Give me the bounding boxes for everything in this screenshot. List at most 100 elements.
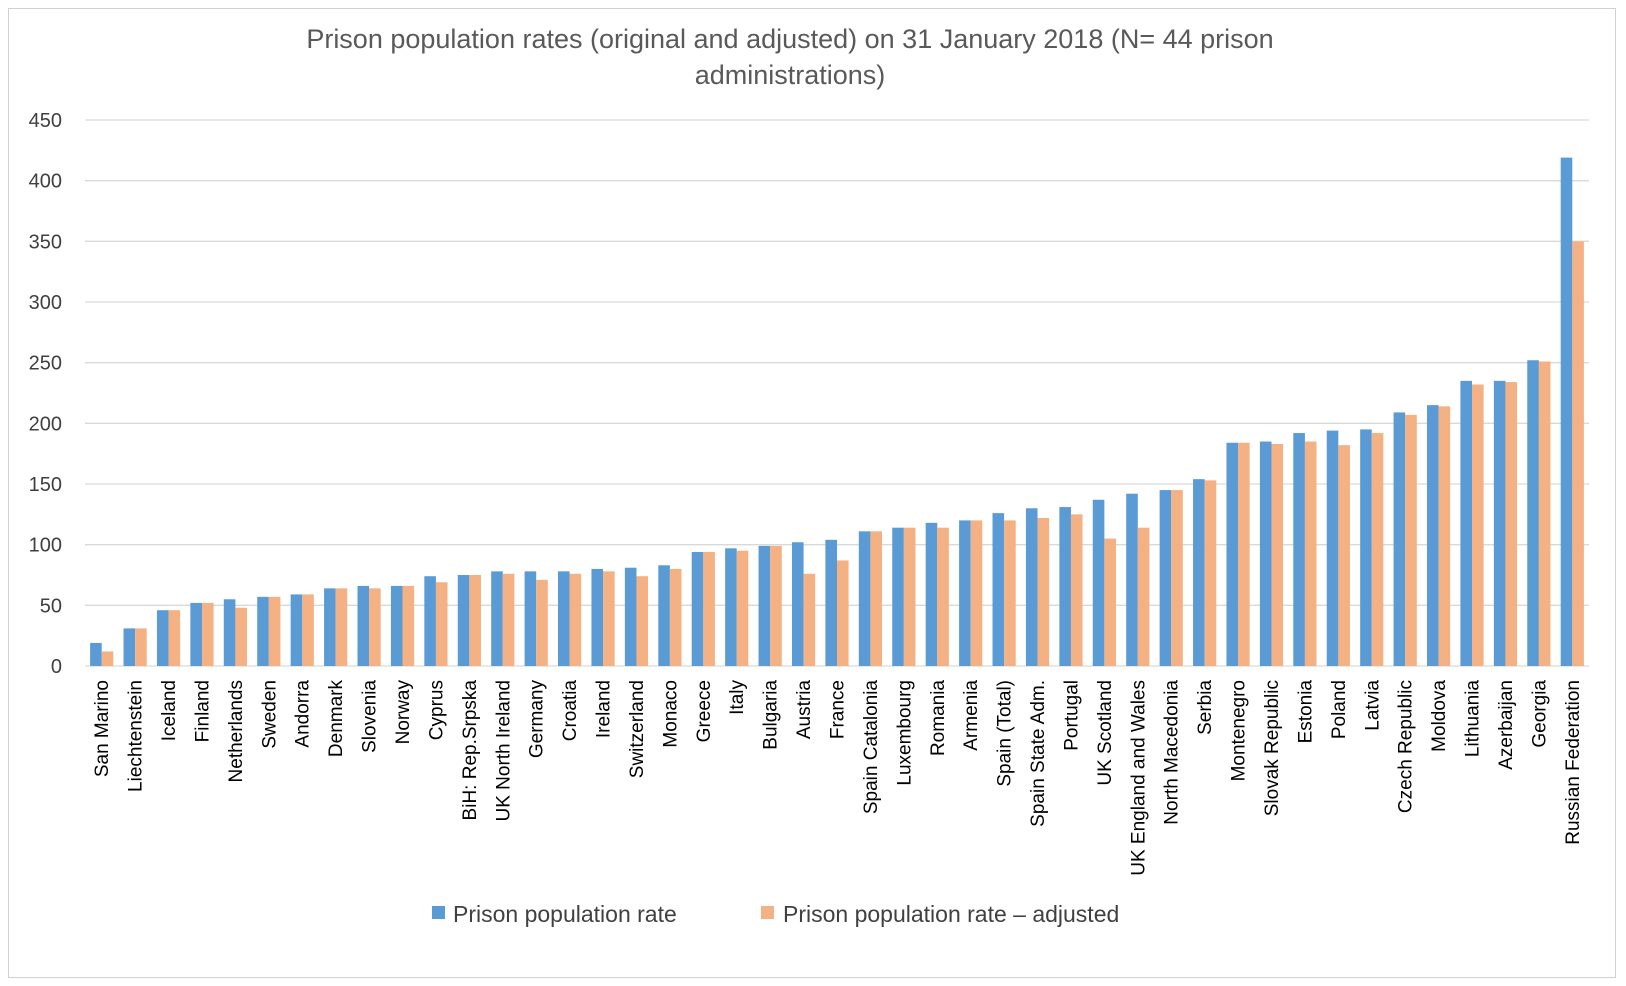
x-category-label-26: Armenia (961, 680, 982, 751)
x-category-label-41: Lithuania (1463, 680, 1484, 758)
x-category-label-15: Ireland (594, 680, 615, 738)
bar-rate-22 (825, 539, 837, 666)
chart-title-line-2: administrations) (695, 60, 886, 90)
x-category-label-4: Netherlands (226, 680, 247, 782)
x-category-label-0: San Marino (92, 680, 113, 777)
bar-rate-40 (1427, 405, 1439, 666)
x-category-label-32: North Macedonia (1162, 680, 1183, 825)
bar-rate-15 (591, 568, 604, 666)
chart-frame: Prison population rates (original and ad… (8, 8, 1616, 978)
bar-rate-11 (457, 575, 470, 666)
bar-adjusted-32 (1171, 490, 1183, 666)
bar-adjusted-33 (1204, 480, 1217, 666)
y-tick-label-200: 200 (29, 413, 62, 435)
bar-adjusted-29 (1070, 514, 1083, 666)
bar-adjusted-27 (1004, 520, 1016, 666)
bar-adjusted-6 (302, 594, 314, 666)
bar-rate-13 (524, 571, 537, 666)
x-category-label-36: Estonia (1295, 680, 1316, 744)
x-category-label-27: Spain (Total) (995, 680, 1016, 787)
bar-adjusted-38 (1371, 433, 1384, 666)
bar-rate-27 (992, 513, 1005, 666)
bar-adjusted-16 (636, 576, 649, 666)
x-category-label-29: Portugal (1061, 680, 1082, 751)
y-tick-label-250: 250 (29, 353, 62, 375)
bar-adjusted-25 (937, 527, 949, 666)
bar-adjusted-8 (369, 588, 381, 666)
bar-rate-37 (1326, 430, 1339, 666)
y-tick-label-150: 150 (29, 474, 62, 496)
y-tick-label-0: 0 (51, 656, 62, 678)
x-category-label-12: UK North Ireland (493, 680, 514, 822)
y-tick-label-450: 450 (29, 110, 62, 132)
legend-swatch-prison-population-rate (432, 906, 445, 919)
bar-rate-44 (1560, 157, 1573, 666)
legend-swatch-prison-population-rate-adjusted (761, 906, 774, 919)
bar-rate-18 (691, 551, 704, 666)
bar-rate-26 (959, 520, 971, 666)
bar-rate-12 (491, 571, 503, 666)
bar-adjusted-41 (1472, 384, 1484, 666)
bar-rate-21 (791, 542, 804, 666)
bar-rate-4 (223, 599, 236, 666)
bar-adjusted-30 (1104, 538, 1116, 666)
bar-rate-20 (758, 545, 771, 666)
bar-adjusted-13 (536, 579, 548, 666)
bar-adjusted-11 (469, 575, 481, 666)
bar-rate-6 (290, 594, 303, 666)
bar-rate-30 (1092, 499, 1105, 666)
bar-rate-35 (1259, 441, 1272, 666)
x-category-label-3: Finland (192, 680, 213, 742)
bar-rate-41 (1460, 380, 1473, 666)
x-category-label-10: Cyprus (426, 680, 447, 740)
bar-rate-10 (424, 576, 436, 666)
legend-label-prison-population-rate-adjusted: Prison population rate – adjusted (783, 901, 1119, 927)
x-category-label-17: Monaco (660, 680, 681, 748)
bar-adjusted-18 (703, 551, 715, 666)
x-category-label-2: Iceland (159, 680, 180, 741)
bar-adjusted-39 (1405, 414, 1417, 666)
x-category-label-25: Romania (928, 680, 949, 756)
bar-rate-5 (257, 596, 269, 666)
x-category-label-14: Croatia (560, 680, 581, 742)
bar-rate-28 (1025, 508, 1038, 666)
x-category-label-8: Slovenia (360, 680, 381, 753)
bar-rate-24 (892, 527, 904, 666)
bar-rate-2 (156, 610, 169, 666)
bar-adjusted-1 (135, 628, 147, 666)
bar-rate-29 (1059, 507, 1071, 666)
bar-adjusted-19 (736, 550, 749, 666)
bar-adjusted-9 (402, 585, 415, 666)
bar-adjusted-24 (903, 527, 916, 666)
bar-rate-39 (1393, 412, 1406, 666)
x-category-label-22: France (828, 680, 849, 739)
bar-adjusted-31 (1137, 527, 1150, 666)
x-axis-category-labels: San Marino Liechtenstein Iceland Finland Net… (92, 680, 1584, 876)
bar-adjusted-42 (1505, 382, 1518, 666)
bar-rate-31 (1126, 493, 1138, 666)
bar-adjusted-40 (1438, 406, 1451, 666)
x-category-label-39: Czech Republic (1396, 680, 1417, 813)
x-category-label-28: Spain State Adm. (1028, 680, 1049, 827)
y-tick-label-100: 100 (29, 535, 62, 557)
bar-adjusted-17 (669, 568, 682, 666)
x-category-label-38: Latvia (1362, 680, 1383, 731)
x-category-label-20: Bulgaria (761, 680, 782, 750)
bar-adjusted-22 (837, 560, 849, 666)
bar-adjusted-35 (1271, 443, 1284, 666)
x-category-label-34: Montenegro (1229, 680, 1250, 781)
bar-adjusted-3 (201, 602, 214, 666)
x-category-label-30: UK Scotland (1095, 680, 1116, 786)
bar-rate-16 (624, 567, 637, 666)
x-category-label-43: Georgia (1529, 680, 1550, 748)
x-category-label-18: Greece (694, 680, 715, 742)
x-category-label-21: Austria (794, 680, 815, 740)
x-category-label-1: Liechtenstein (126, 680, 147, 792)
bars (90, 157, 1584, 667)
bar-rate-14 (558, 571, 570, 666)
x-category-label-9: Norway (393, 680, 414, 745)
chart-canvas: Prison population rates (original and ad… (29, 24, 1589, 927)
bar-adjusted-14 (569, 573, 582, 666)
bar-adjusted-12 (502, 573, 515, 666)
x-category-label-44: Russian Federation (1563, 680, 1584, 845)
